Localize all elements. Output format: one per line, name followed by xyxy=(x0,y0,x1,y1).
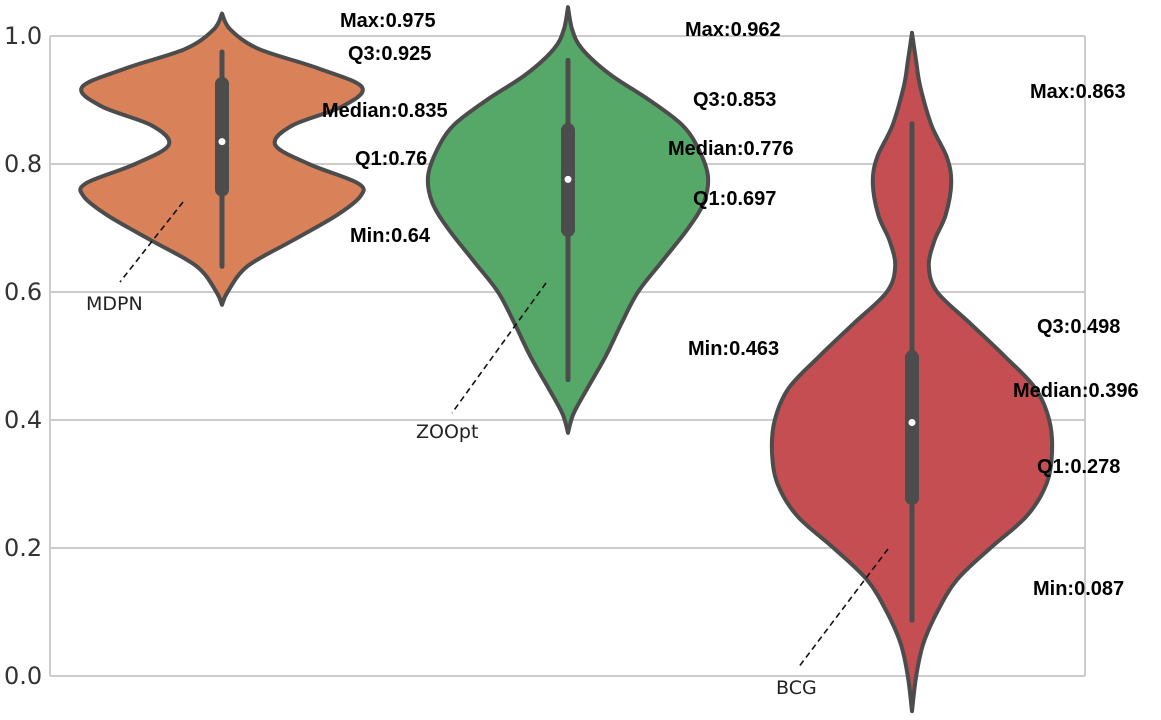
y-tick-label: 1.0 xyxy=(4,22,42,50)
annotations: Max:0.975 Q3:0.925 Median:0.835 Q1:0.76 … xyxy=(86,10,1139,699)
y-tick-label: 0.4 xyxy=(4,406,42,434)
min-label: Min:0.087 xyxy=(1033,578,1124,600)
median-point xyxy=(908,419,916,427)
q3-label: Q3:0.498 xyxy=(1037,316,1120,338)
median-label: Median:0.396 xyxy=(1013,380,1139,402)
q3-label: Q3:0.853 xyxy=(693,89,776,111)
median-point xyxy=(564,175,572,183)
q1-label: Q1:0.76 xyxy=(355,148,427,170)
min-label: Min:0.64 xyxy=(350,225,431,247)
max-label: Max:0.962 xyxy=(685,19,781,41)
y-tick-label: 0.2 xyxy=(4,534,42,562)
median-label: Median:0.776 xyxy=(668,138,794,160)
max-label: Max:0.975 xyxy=(340,10,436,32)
median-point xyxy=(218,138,226,146)
y-tick-label: 0.8 xyxy=(4,150,42,178)
q1-label: Q1:0.278 xyxy=(1037,456,1120,478)
max-label: Max:0.863 xyxy=(1030,81,1126,103)
y-tick-label: 0.6 xyxy=(4,278,42,306)
q3-label: Q3:0.925 xyxy=(348,43,431,65)
category-label: ZOOpt xyxy=(416,421,478,443)
violins xyxy=(78,5,1055,714)
min-label: Min:0.463 xyxy=(688,338,779,360)
q1-label: Q1:0.697 xyxy=(693,188,776,210)
leader-line xyxy=(119,201,184,283)
y-axis: 0.0 0.2 0.4 0.6 0.8 1.0 xyxy=(4,22,42,690)
category-label: BCG xyxy=(776,677,817,699)
y-tick-label: 0.0 xyxy=(4,662,42,690)
leader-line xyxy=(797,548,889,669)
category-label: MDPN xyxy=(86,293,143,315)
median-label: Median:0.835 xyxy=(322,100,448,122)
leader-line xyxy=(451,282,547,414)
